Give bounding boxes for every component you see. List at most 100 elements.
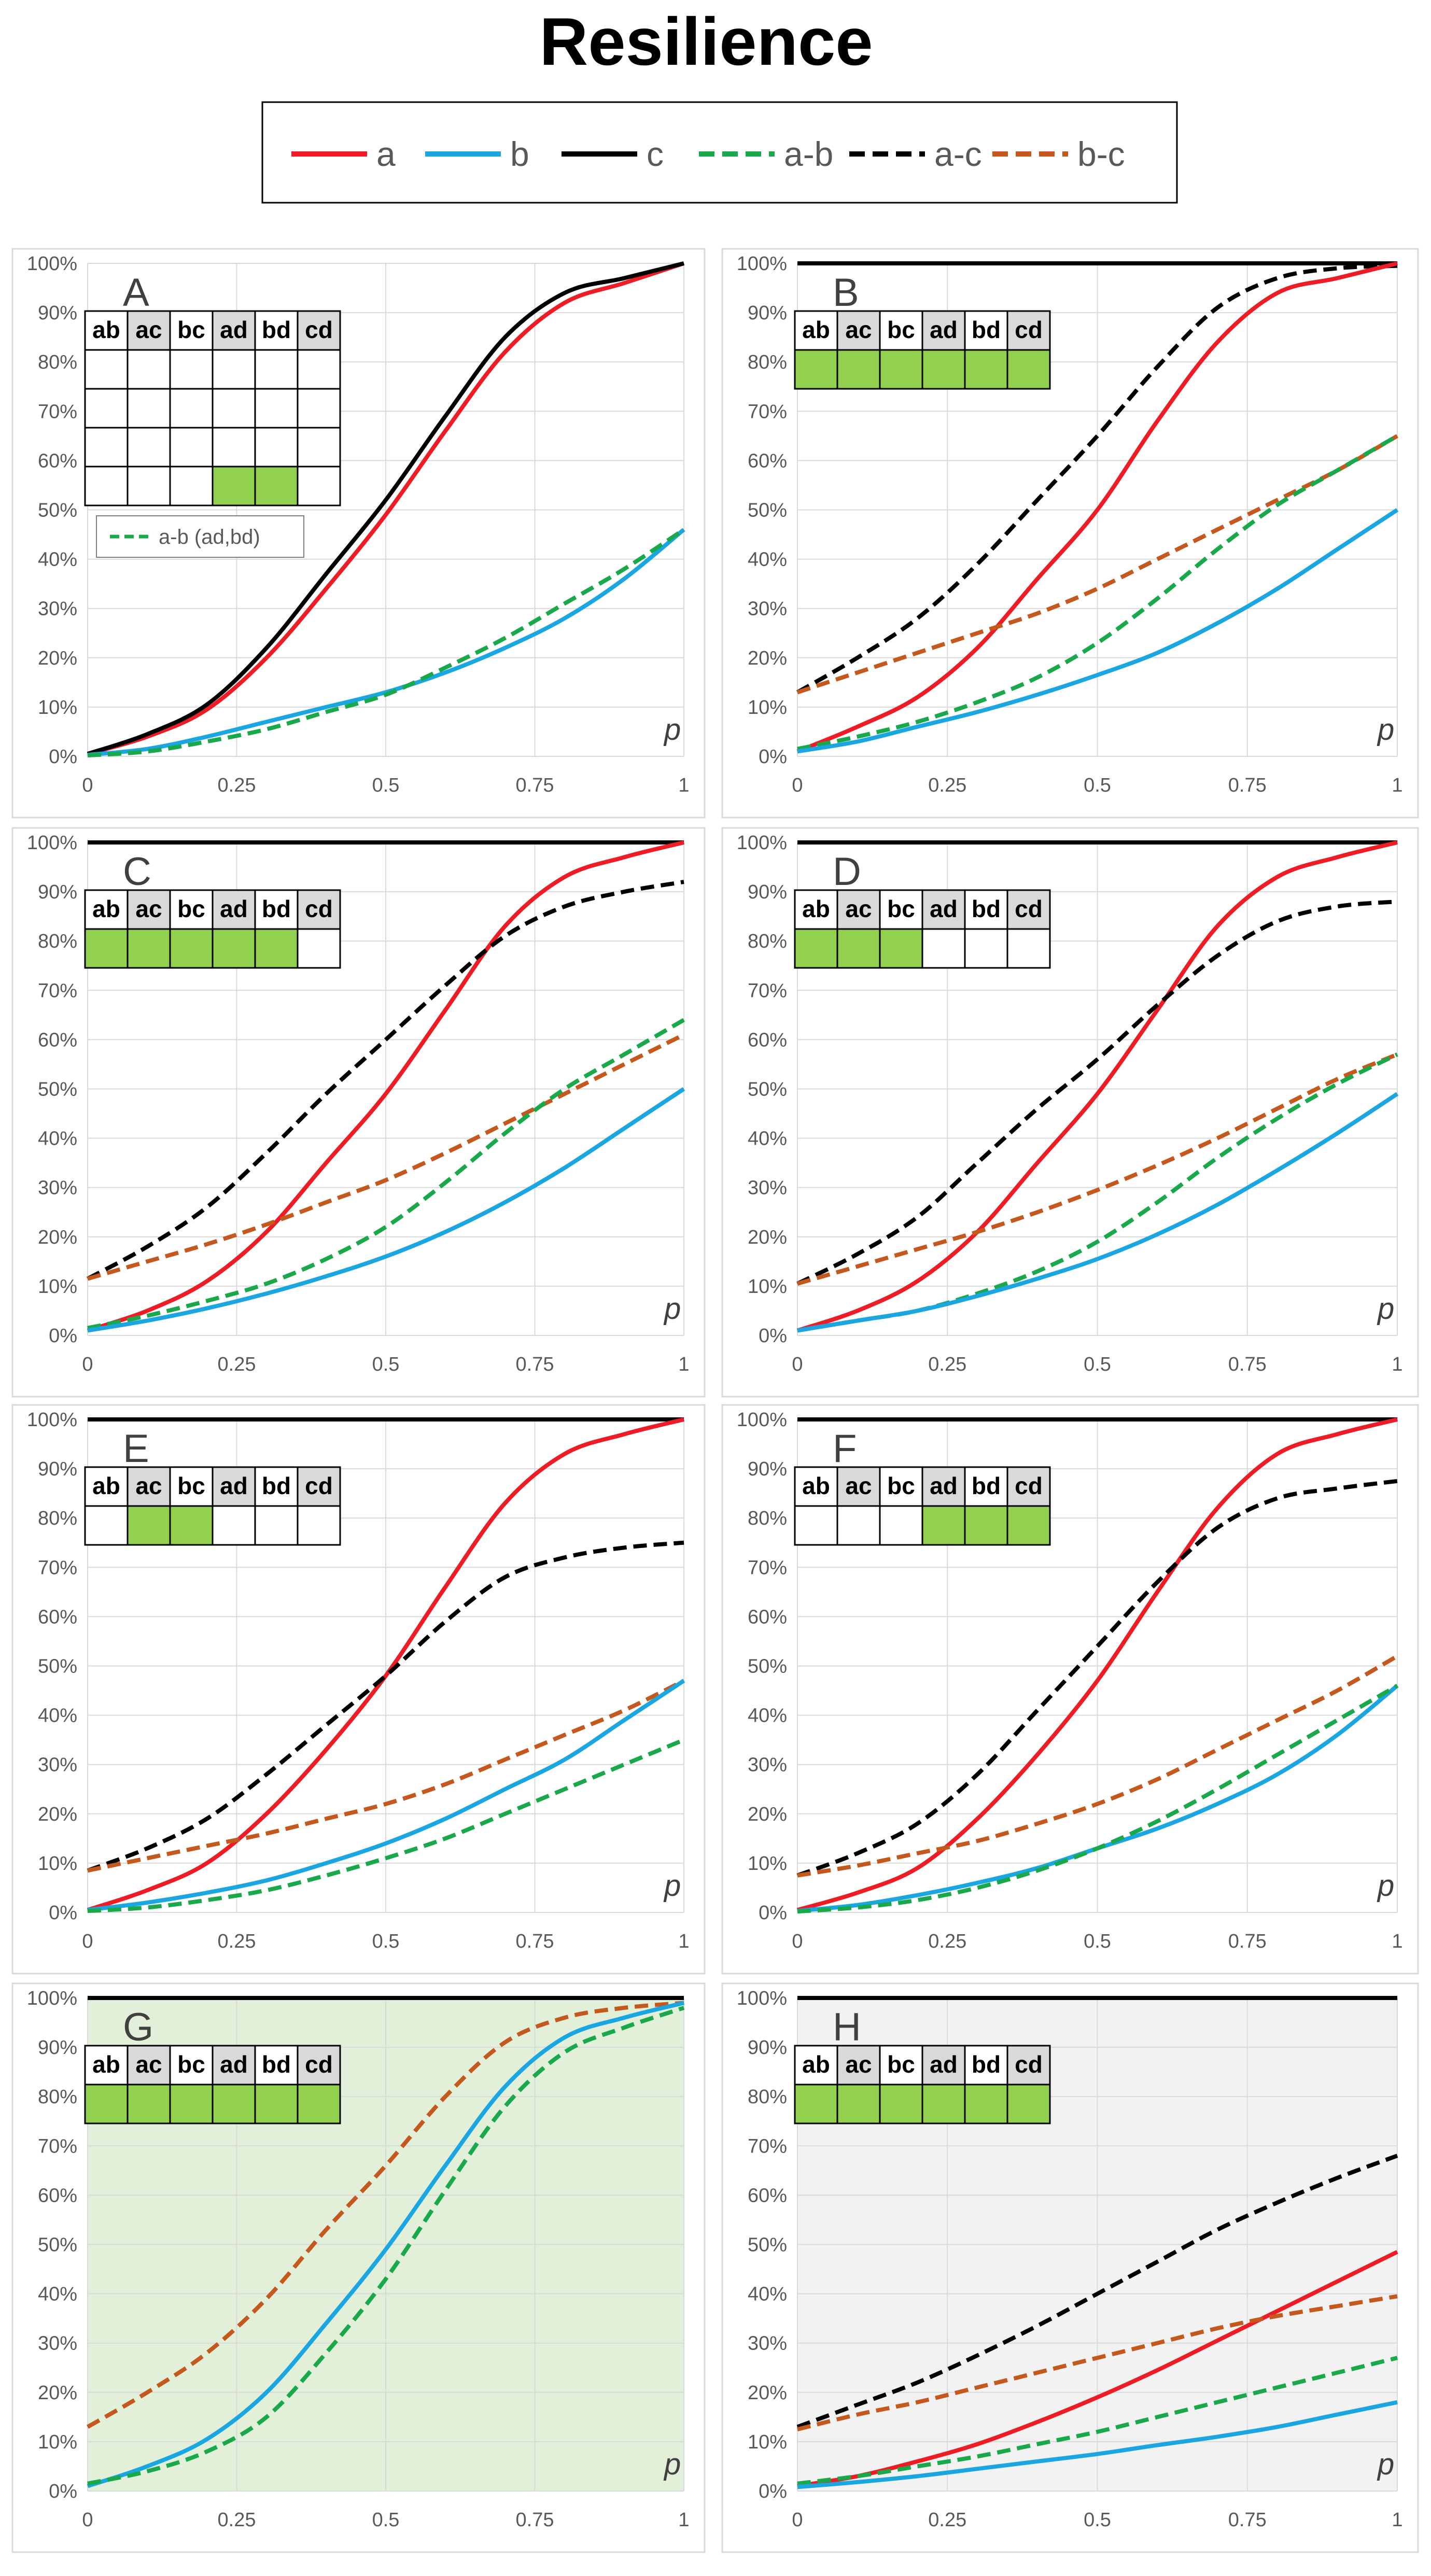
grid-header-bc: bc — [177, 895, 205, 922]
grid-header-cell — [836, 1466, 881, 1507]
panel-C: 0% 10% 20% 30% 40% 50% 60% 70% 80% 90% 100% 0 0.25 0.… — [11, 827, 706, 1398]
y-tick-label: 70% — [38, 1557, 77, 1579]
x-tick-label: 0.5 — [372, 2509, 400, 2531]
x-tick-label: 0.5 — [1084, 1931, 1111, 1952]
grid-cell — [254, 928, 299, 969]
grid-cell — [254, 2084, 299, 2124]
grid-header-cell — [879, 2045, 923, 2086]
panel-B: 0% 10% 20% 30% 40% 50% 60% 70% 80% 90% 100% 0 0.25 0.… — [721, 248, 1419, 819]
grid-header-cd: cd — [305, 2051, 333, 2078]
grid-header-bc: bc — [887, 1472, 915, 1499]
series-line-a-b — [797, 2356, 1398, 2486]
x-tick-label: 1 — [1392, 2509, 1402, 2531]
panel-grid: 0%10%20%30%40%50%60%70%80%90%100%0 0.25 0.… — [11, 248, 1419, 2553]
grid-cell — [921, 2084, 966, 2124]
y-tick-label: 30% — [748, 1754, 787, 1776]
grid-header-cell — [836, 2045, 881, 2086]
y-tick-label: 50% — [38, 1656, 77, 1678]
grid-cell — [964, 928, 1008, 969]
x-tick-label: 0.25 — [928, 1354, 966, 1375]
grid-cell — [169, 388, 214, 429]
grid-cell — [84, 2084, 129, 2124]
grid-cell — [84, 466, 129, 506]
y-tick-label: 50% — [38, 2234, 77, 2256]
y-tick-label: 60% — [748, 450, 787, 472]
grid-cell — [212, 466, 256, 506]
grid-cell — [879, 349, 923, 390]
grid-cell — [254, 427, 299, 468]
grid-header-cd: cd — [305, 1472, 333, 1499]
x-axis-label: p — [1377, 1869, 1394, 1903]
y-tick-label: 90% — [748, 302, 787, 324]
y-tick-label: 40% — [38, 2284, 77, 2305]
x-tick-label: 0.5 — [1084, 2509, 1111, 2531]
y-tick-label: 50% — [748, 1079, 787, 1101]
y-tick-label: 30% — [38, 598, 77, 620]
y-tick-label: 20% — [38, 2382, 77, 2404]
panel-G: 0% 10% 20% 30% 40% 50% 60% 70% 80% 90% 100% 0 0.25 0.… — [11, 1982, 706, 2553]
grid-header-ac: ac — [845, 316, 872, 343]
series-line-a-b — [87, 528, 685, 758]
series-line-b — [87, 1679, 685, 1912]
y-tick-label: 60% — [38, 2185, 77, 2206]
grid-header-ad: ad — [220, 1472, 248, 1499]
y-tick-label: 20% — [38, 1804, 77, 1825]
grid-header-ad: ad — [220, 2051, 248, 2078]
y-tick-label: 20% — [38, 647, 77, 669]
grid-header-cd: cd — [305, 895, 333, 922]
series-line-a-c — [796, 899, 1398, 1286]
x-tick-label: 0 — [792, 2509, 803, 2531]
series-line-b-c — [87, 1033, 685, 1281]
panel-letter: C — [123, 850, 151, 894]
x-tick-label: 0.25 — [218, 2509, 256, 2531]
grid-cell — [84, 388, 129, 429]
x-tick-label: 0.5 — [372, 1931, 400, 1952]
series-line-a-b — [797, 434, 1398, 751]
y-tick-label: 0% — [759, 746, 787, 768]
y-tick-label: 90% — [748, 1458, 787, 1480]
y-tick-label: 20% — [748, 647, 787, 669]
grid-cell — [1006, 1505, 1051, 1546]
y-tick-label: 30% — [38, 2333, 77, 2355]
y-tick-label: 0% — [49, 1325, 77, 1347]
y-tick-label: 30% — [748, 2333, 787, 2355]
y-tick-label: 40% — [38, 1705, 77, 1727]
grid-header-cell — [1006, 1466, 1051, 1507]
x-axis-label: p — [663, 2447, 681, 2481]
panel-letter: B — [833, 271, 859, 315]
y-tick-label: 50% — [38, 1079, 77, 1101]
grid-header-bc: bc — [177, 2051, 205, 2078]
grid-header-bd: bd — [972, 2051, 1001, 2078]
grid-cell — [84, 349, 129, 390]
grid-cell — [254, 1505, 299, 1546]
grid-header-ad: ad — [220, 895, 248, 922]
panel-D: 0% 10% 20% 30% 40% 50% 60% 70% 80% 90% 100% 0 0.25 0.… — [721, 827, 1419, 1398]
grid-header-cell — [297, 1466, 341, 1507]
x-tick-label: 0.25 — [928, 1931, 966, 1952]
grid-cell — [169, 466, 214, 506]
series-line-a-c — [796, 2153, 1398, 2429]
y-tick-label: 70% — [748, 980, 787, 1002]
y-tick-label: 10% — [38, 1853, 77, 1875]
series-line-a — [87, 261, 685, 756]
series-line-b-c — [796, 1052, 1398, 1286]
grid-cell — [297, 427, 341, 468]
grid-header-bd: bd — [262, 2051, 291, 2078]
y-tick-label: 60% — [38, 1029, 77, 1051]
y-tick-label: 0% — [49, 2481, 77, 2502]
y-tick-label: 0% — [49, 1902, 77, 1924]
y-tick-label: 10% — [38, 2431, 77, 2453]
y-tick-label: 60% — [38, 450, 77, 472]
legend-label-b: b — [510, 135, 529, 173]
y-tick-label: 100% — [737, 1409, 787, 1431]
grid-header-bd: bd — [262, 895, 291, 922]
grid-header-ac: ac — [135, 316, 162, 343]
panel-A: 0% 10% 20% 30% 40% 50% 60% 70% 80% 90% 100% 0 0.25 0.… — [11, 248, 706, 819]
y-tick-label: 90% — [38, 302, 77, 324]
series-line-a — [796, 1417, 1398, 1912]
series-line-b — [797, 2400, 1398, 2489]
grid-cell — [212, 928, 256, 969]
grid-header-ac: ac — [135, 2051, 162, 2078]
grid-cell — [254, 388, 299, 429]
grid-header-cell — [1006, 2045, 1051, 2086]
